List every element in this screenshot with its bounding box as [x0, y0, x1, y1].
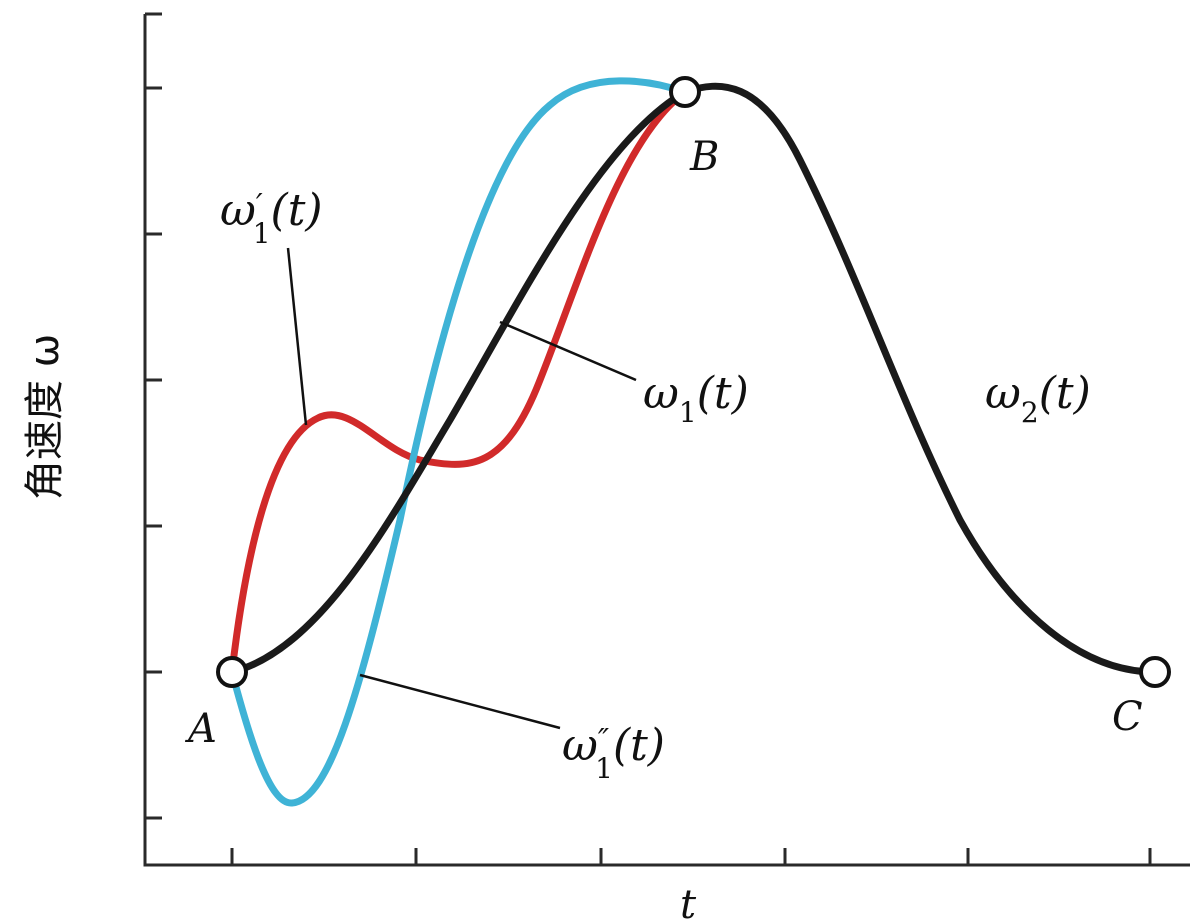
- curve-omega2: [681, 82, 1159, 676]
- label-omega1-double-prime-sub: 1: [595, 752, 613, 785]
- y-axis-label: 角速度 ω: [22, 334, 68, 500]
- label-omega1: ω1(t): [643, 368, 749, 429]
- point-a-marker: [216, 656, 248, 688]
- point-a-label: A: [184, 706, 217, 752]
- label-omega2-sub: 2: [1021, 396, 1039, 429]
- label-omega1-prime-mark: ′: [256, 188, 263, 223]
- label-omega1-arg: (t): [697, 368, 749, 419]
- x-axis-label: t: [680, 882, 697, 923]
- label-omega1-prime-base: ω: [220, 185, 256, 236]
- leader-omega1-double-prime: [359, 673, 561, 730]
- y-ticks: [145, 12, 162, 820]
- label-omega1-double-prime-base: ω: [562, 720, 598, 771]
- curve-omega1-prime: [228, 88, 689, 676]
- label-omega1-double-prime-mark: ″: [598, 723, 610, 758]
- label-omega1-base: ω: [643, 368, 679, 419]
- point-b-marker: [669, 76, 701, 108]
- x-ticks: [230, 848, 1152, 865]
- label-omega2-arg: (t): [1039, 368, 1091, 419]
- curve-omega1-double-prime: [228, 77, 689, 807]
- label-omega1-prime-sub: 1: [253, 217, 271, 250]
- label-omega1-double-prime-arg: (t): [613, 720, 665, 771]
- point-c-marker: [1139, 656, 1171, 688]
- leader-omega1: [499, 320, 637, 382]
- label-omega1-sub: 1: [679, 396, 697, 429]
- point-c-label: C: [1112, 694, 1143, 740]
- label-omega2-base: ω: [985, 368, 1021, 419]
- label-omega1-prime-arg: (t): [271, 185, 323, 236]
- label-omega1-prime: ω′ 1(t): [220, 185, 323, 250]
- leader-omega1-prime: [286, 247, 308, 426]
- point-b-label: B: [689, 134, 719, 180]
- axes-frame: [143, 14, 1190, 867]
- label-omega1-double-prime: ω″ 1(t): [562, 720, 665, 785]
- label-omega2: ω2(t): [985, 368, 1091, 429]
- curve-omega1: [228, 88, 689, 676]
